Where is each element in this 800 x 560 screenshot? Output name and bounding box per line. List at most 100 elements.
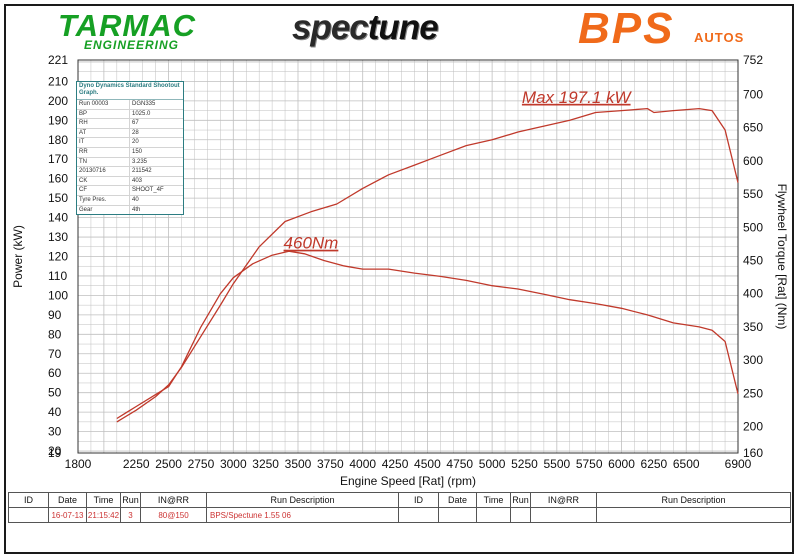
run-info-key: RH: [77, 119, 130, 128]
run-info-row: RH 67: [77, 119, 183, 129]
y-tick-label: 200: [48, 94, 68, 108]
run-table-row: 16-07-13 21:15:42 3 80@150 BPS/Spectune 1.55…: [8, 507, 791, 523]
run-table-cell: [596, 507, 791, 523]
y-tick-label: 70: [48, 347, 62, 361]
run-info-key: CK: [77, 176, 130, 186]
spectune-logo: spectune: [292, 8, 439, 48]
bps-logo-subtext: AUTOS: [694, 30, 745, 45]
x-tick-label: 5750: [576, 457, 603, 471]
spectune-logo-part2: tune: [367, 8, 439, 47]
run-table-cell: 3: [120, 507, 141, 523]
run-table-header-cell: Time: [476, 492, 511, 508]
y-tick-label: 19: [48, 446, 62, 460]
x-tick-label: 2500: [155, 457, 182, 471]
y2-tick-label: 200: [743, 419, 763, 433]
run-info-key: Run 00003: [77, 100, 130, 109]
tarmac-logo-subtext: ENGINEERING: [84, 38, 180, 52]
run-table-header-cell: Date: [438, 492, 477, 508]
x-tick-label: 4000: [349, 457, 376, 471]
x-tick-label: 6000: [608, 457, 635, 471]
run-table-cell: [530, 507, 597, 523]
y2-tick-label: 160: [743, 446, 763, 460]
x-tick-label: 5000: [479, 457, 506, 471]
run-info-row: CF SHOOT_4F: [77, 186, 183, 196]
y2-tick-label: 500: [743, 220, 763, 234]
run-info-row: 20130716 211542: [77, 167, 183, 177]
run-info-key: BP: [77, 109, 130, 119]
run-table-cell: 80@150: [140, 507, 207, 523]
y-tick-label: 110: [48, 269, 67, 283]
run-info-key: AT: [77, 128, 130, 138]
x-tick-label: 4250: [382, 457, 409, 471]
run-info-title: Dyno Dynamics Standard Shootout Graph.: [77, 82, 183, 100]
run-table-cell: BPS/Spectune 1.55 06: [206, 507, 399, 523]
x-tick-label: 6500: [673, 457, 700, 471]
run-info-row: Gear 4th: [77, 205, 183, 215]
y2-axis-label: Flywheel Torque [Rat] (Nm): [775, 184, 789, 330]
run-table-cell: [8, 507, 49, 523]
x-tick-label: 5500: [543, 457, 570, 471]
run-info-key: TN: [77, 157, 130, 167]
y2-tick-label: 650: [743, 121, 763, 135]
run-info-value: 1025.0: [132, 110, 151, 117]
run-table-header-cell: IN@RR: [140, 492, 207, 508]
run-info-value: 3.235: [132, 158, 148, 165]
x-tick-label: 4500: [414, 457, 441, 471]
run-info-row: Tyre Pres. 40: [77, 195, 183, 206]
spectune-logo-part1: spec: [292, 8, 369, 47]
y-tick-label: 210: [48, 74, 68, 88]
run-table-header-cell: Run Description: [206, 492, 399, 508]
run-info-value: 211542: [132, 168, 152, 175]
torque-curve: [116, 250, 739, 420]
y2-tick-label: 350: [743, 320, 763, 334]
y-tick-label: 120: [48, 250, 68, 264]
run-table-cell: [510, 507, 531, 523]
plot-area-border: [77, 59, 739, 454]
run-info-row: RR 150: [77, 147, 183, 158]
y-tick-label: 190: [48, 113, 68, 127]
y-axis-label: Power (kW): [11, 225, 25, 288]
x-tick-label: 3750: [317, 457, 344, 471]
run-info-box: Dyno Dynamics Standard Shootout Graph. R…: [76, 81, 184, 216]
y-tick-label: 80: [48, 327, 62, 341]
x-tick-label: 4750: [446, 457, 473, 471]
run-info-key: RR: [77, 147, 130, 157]
run-info-value: 4th: [132, 206, 141, 213]
run-table: ID Date Time Run IN@RR Run Description ID Date T…: [8, 492, 791, 523]
run-table-cell: [398, 507, 439, 523]
run-info-row: AT 28: [77, 128, 183, 139]
x-tick-label: 2750: [188, 457, 215, 471]
run-info-rows: Run 00003 DGN335 BP 1025.0 RH 67 AT 28 IT 20 RR 150…: [77, 100, 183, 215]
run-info-key: CF: [77, 186, 130, 195]
tarmac-logo-text: TARMAC: [58, 8, 197, 43]
run-info-value: DGN335: [132, 101, 156, 107]
y2-tick-label: 400: [743, 287, 763, 301]
bps-logo: BPS: [578, 4, 675, 53]
run-info-key: Tyre Pres.: [77, 195, 130, 205]
run-table-header-cell: Run: [120, 492, 141, 508]
x-tick-label: 2250: [123, 457, 150, 471]
run-info-value: SHOOT_4F: [132, 187, 164, 194]
y-tick-label: 150: [48, 191, 68, 205]
chart-annotation: Max 197.1 kW: [522, 88, 633, 107]
y2-tick-label: 300: [743, 353, 763, 367]
run-info-row: BP 1025.0: [77, 109, 183, 120]
tarmac-logo: TARMAC ENGINEERING: [58, 8, 258, 52]
run-info-row: Run 00003 DGN335: [77, 100, 183, 110]
run-info-value: 67: [132, 120, 139, 127]
run-info-row: CK 403: [77, 176, 183, 187]
run-table-header-cell: Run: [510, 492, 531, 508]
run-table-cell: 21:15:42: [86, 507, 121, 523]
y-tick-label: 160: [48, 172, 68, 186]
run-info-row: IT 20: [77, 138, 183, 148]
run-info-key: IT: [77, 138, 130, 147]
y-tick-label: 60: [48, 366, 62, 380]
page-frame: [4, 4, 794, 554]
y-tick-label: 90: [48, 308, 62, 322]
run-table-header-cell: Time: [86, 492, 121, 508]
y-tick-label: 50: [48, 386, 62, 400]
y2-tick-label: 450: [743, 253, 763, 267]
run-table-header-cell: ID: [8, 492, 49, 508]
run-info-value: 150: [132, 148, 143, 155]
y-tick-label: 221: [48, 53, 68, 67]
